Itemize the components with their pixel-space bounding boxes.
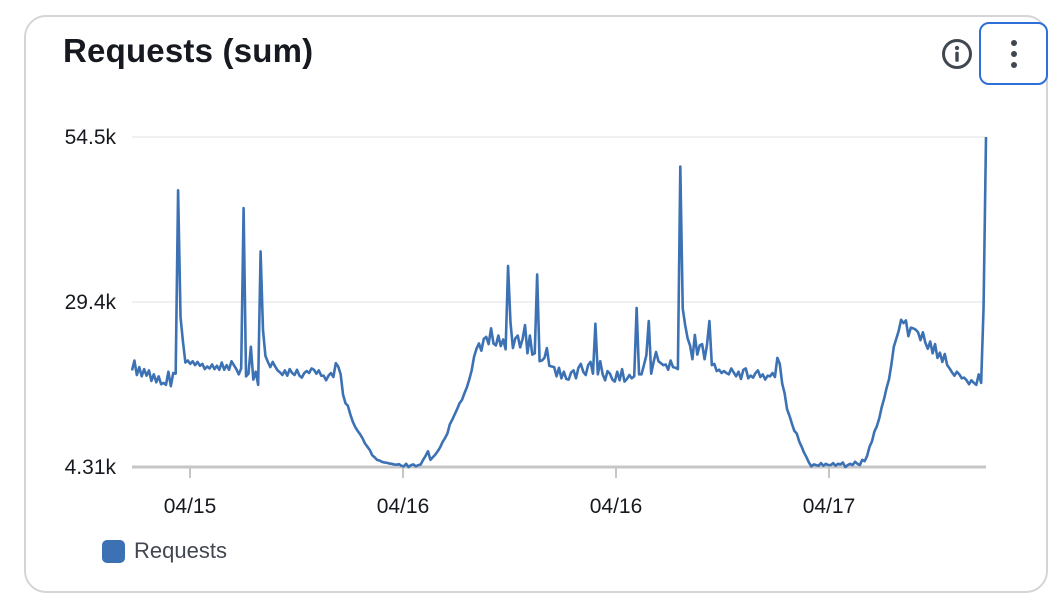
chart-legend: Requests — [102, 538, 227, 564]
y-tick-label: 4.31k — [65, 456, 117, 479]
y-tick-label: 29.4k — [65, 291, 117, 314]
info-circle-icon[interactable] — [940, 37, 974, 71]
x-tick-label: 04/16 — [590, 495, 643, 518]
x-tick-label: 04/15 — [164, 495, 217, 518]
y-tick-label: 54.5k — [65, 126, 117, 149]
widget-title: Requests (sum) — [63, 32, 314, 69]
legend-label-requests: Requests — [134, 538, 227, 563]
widget-actions-menu-button[interactable] — [979, 22, 1048, 85]
vertical-ellipsis-icon — [981, 24, 1046, 83]
legend-swatch-requests — [102, 539, 125, 563]
x-tick-label: 04/16 — [377, 495, 430, 518]
x-tick-label: 04/17 — [803, 495, 856, 518]
series-line-requests[interactable] — [130, 136, 988, 469]
